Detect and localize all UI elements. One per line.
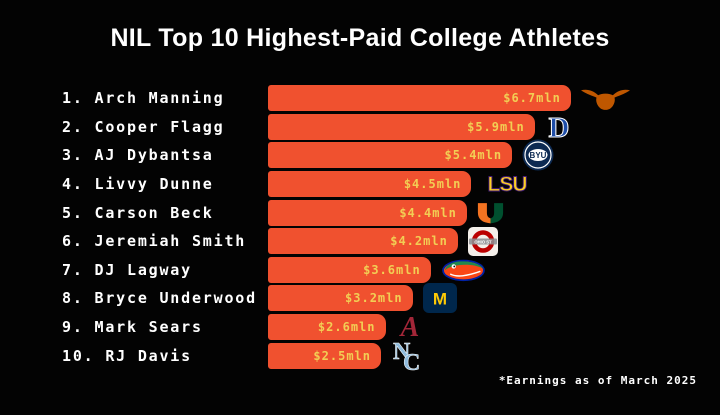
athlete-row: 4. Livvy Dunne $4.5mln LSU — [62, 170, 720, 199]
svg-text:BYU: BYU — [530, 151, 547, 160]
athlete-name: 5. Carson Beck — [62, 203, 214, 222]
earnings-bar: $3.2mln — [268, 285, 413, 312]
miami-logo — [477, 202, 504, 224]
earnings-bar: $3.6mln — [268, 256, 431, 283]
athlete-row: 5. Carson Beck $4.4mln — [62, 198, 720, 227]
earnings-bar: $4.4mln — [268, 199, 467, 226]
bar-chart: 1. Arch Manning $6.7mln 2. Cooper Flagg … — [62, 84, 720, 373]
michigan-logo: M — [422, 283, 457, 314]
athlete-name: 1. Arch Manning — [62, 89, 225, 108]
duke-logo: D — [545, 111, 573, 143]
byu-logo: BYU — [522, 139, 554, 171]
earnings-bar: $5.4mln — [268, 142, 513, 169]
florida-gators-logo — [441, 258, 486, 282]
earnings-value: $2.5mln — [313, 348, 371, 363]
earnings-value: $5.4mln — [444, 148, 503, 163]
athlete-name: 4. Livvy Dunne — [62, 175, 214, 194]
ohio-state-logo: OHIO ST — [467, 226, 498, 256]
earnings-value: $3.6mln — [363, 262, 421, 277]
athlete-row: 2. Cooper Flagg $5.9mln D — [62, 111, 720, 143]
texas-longhorns-logo — [580, 87, 630, 110]
svg-text:N: N — [393, 339, 411, 365]
alabama-logo: A — [396, 313, 423, 341]
athlete-name: 9. Mark Sears — [62, 318, 203, 337]
svg-text:LSU: LSU — [488, 173, 527, 196]
svg-text:A: A — [398, 313, 419, 341]
athlete-name: 8. Bryce Underwood — [62, 289, 257, 308]
earnings-value: $2.6mln — [317, 320, 376, 335]
svg-text:M: M — [433, 290, 447, 309]
earnings-bar: $2.6mln — [268, 314, 386, 341]
svg-text:OHIO ST: OHIO ST — [474, 239, 492, 244]
lsu-logo: LSU — [481, 172, 533, 196]
earnings-bar: $2.5mln — [268, 342, 381, 369]
athlete-row: 10. RJ Davis $2.5mln N C — [62, 338, 720, 373]
svg-text:D: D — [548, 112, 569, 142]
earnings-bar: $6.7mln — [268, 85, 571, 112]
earnings-value: $4.5mln — [403, 177, 462, 192]
athlete-name: 10. RJ Davis — [62, 346, 192, 365]
athlete-row: 1. Arch Manning $6.7mln — [62, 84, 720, 113]
earnings-bar: $4.2mln — [268, 228, 458, 255]
athlete-row: 9. Mark Sears $2.6mln A — [62, 313, 720, 342]
earnings-value: $4.4mln — [399, 205, 457, 220]
athlete-name: 7. DJ Lagway — [62, 260, 192, 279]
athlete-row: 6. Jeremiah Smith $4.2mln OHIO ST — [62, 226, 720, 256]
unc-logo: N C — [391, 338, 428, 373]
athlete-row: 8. Bryce Underwood $3.2mln M — [62, 283, 720, 314]
earnings-bar: $4.5mln — [268, 171, 472, 198]
svg-text:C: C — [403, 350, 420, 373]
earnings-value: $5.9mln — [467, 119, 525, 134]
earnings-bar: $5.9mln — [268, 113, 535, 140]
athlete-name: 3. AJ Dybantsa — [62, 146, 214, 165]
earnings-footnote: *Earnings as of March 2025 — [498, 374, 697, 387]
athlete-row: 7. DJ Lagway $3.6mln — [62, 256, 720, 285]
athlete-row: 3. AJ Dybantsa $5.4mln BYU — [62, 139, 720, 171]
earnings-value: $6.7mln — [503, 91, 561, 106]
athlete-name: 6. Jeremiah Smith — [62, 232, 247, 251]
earnings-value: $3.2mln — [345, 291, 403, 306]
athlete-name: 2. Cooper Flagg — [62, 117, 225, 136]
page-title: NIL Top 10 Highest-Paid College Athletes — [110, 24, 610, 52]
earnings-value: $4.2mln — [390, 234, 448, 249]
